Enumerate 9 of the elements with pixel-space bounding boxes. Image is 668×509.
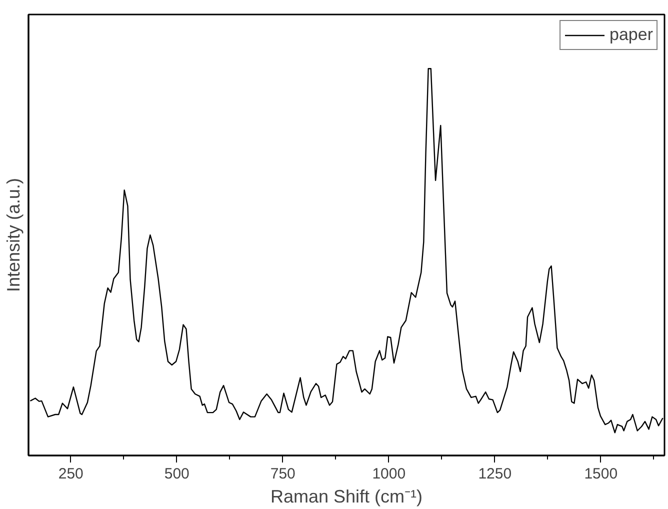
x-tick-label: 750 <box>270 466 296 482</box>
x-tick-label: 1250 <box>478 466 512 482</box>
y-axis-title: Intensity (a.u.) <box>4 178 24 292</box>
x-tick-label: 250 <box>58 466 84 482</box>
x-axis-title: Raman Shift (cm⁻¹) <box>270 486 423 506</box>
x-tick-label: 1500 <box>584 466 618 482</box>
x-tick-label: 500 <box>164 466 190 482</box>
x-tick-label: 1000 <box>372 466 406 482</box>
legend-label: paper <box>610 25 653 45</box>
